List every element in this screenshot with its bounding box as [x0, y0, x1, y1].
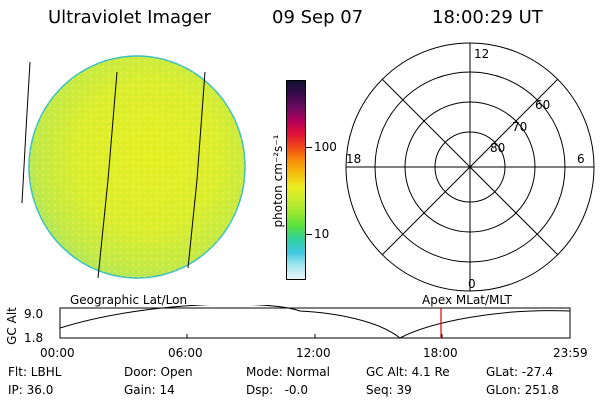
apex-label: Apex MLat/MLT [422, 293, 512, 307]
app-title: Ultraviolet Imager [48, 7, 211, 28]
earth-image-panel [21, 55, 246, 279]
geographic-label: Geographic Lat/Lon [70, 293, 188, 307]
timeline-ytick: 1.8 [24, 331, 44, 345]
status-flt: Flt: LBHL [8, 365, 62, 379]
status-gcalt: GC Alt: 4.1 Re [366, 365, 450, 379]
polar-plot: 12 18 6 0 60 70 80 [345, 42, 595, 292]
timeline-plot [59, 305, 571, 339]
lat-label: 80 [490, 141, 505, 155]
status-gain: Gain: 14 [124, 383, 175, 397]
timeline-xtick: 12:00 [296, 346, 331, 360]
mlt-label: 6 [577, 152, 585, 166]
status-glat: GLat: -27.4 [486, 365, 553, 379]
timeline-xtick: 06:00 [168, 346, 203, 360]
time-label: 18:00:29 UT [432, 7, 543, 28]
colorbar-tick-label: 100 [314, 140, 337, 154]
timeline-ylabel: GC Alt [5, 307, 19, 345]
mlt-label: 12 [474, 47, 489, 61]
meridian-line [21, 61, 31, 204]
meridian-line [97, 71, 118, 279]
lat-label: 70 [512, 120, 527, 134]
mlt-label: 18 [346, 152, 361, 166]
lat-label: 60 [535, 98, 550, 112]
status-door: Door: Open [124, 365, 193, 379]
timeline-xtick: 23:59 [553, 346, 588, 360]
meridian-line [187, 71, 206, 269]
colorbar-tick [306, 234, 312, 235]
status-dsp: Dsp: -0.0 [246, 383, 309, 397]
timeline-ytick: 9.0 [24, 307, 44, 321]
altitude-curve [59, 305, 571, 339]
colorbar-unit-label: photon cm⁻²s⁻¹ [271, 134, 285, 228]
status-seq: Seq: 39 [366, 383, 412, 397]
colorbar-tick-label: 10 [314, 227, 330, 241]
date-label: 09 Sep 07 [272, 7, 364, 28]
status-glon: GLon: 251.8 [486, 383, 559, 397]
status-mode: Mode: Normal [246, 365, 330, 379]
status-ip: IP: 36.0 [8, 383, 54, 397]
timeline-xtick: 00:00 [40, 346, 75, 360]
colorbar-tick [306, 147, 312, 148]
mlt-label: 0 [468, 277, 476, 291]
timeline-xtick: 18:00 [423, 346, 458, 360]
colorbar [286, 80, 306, 280]
